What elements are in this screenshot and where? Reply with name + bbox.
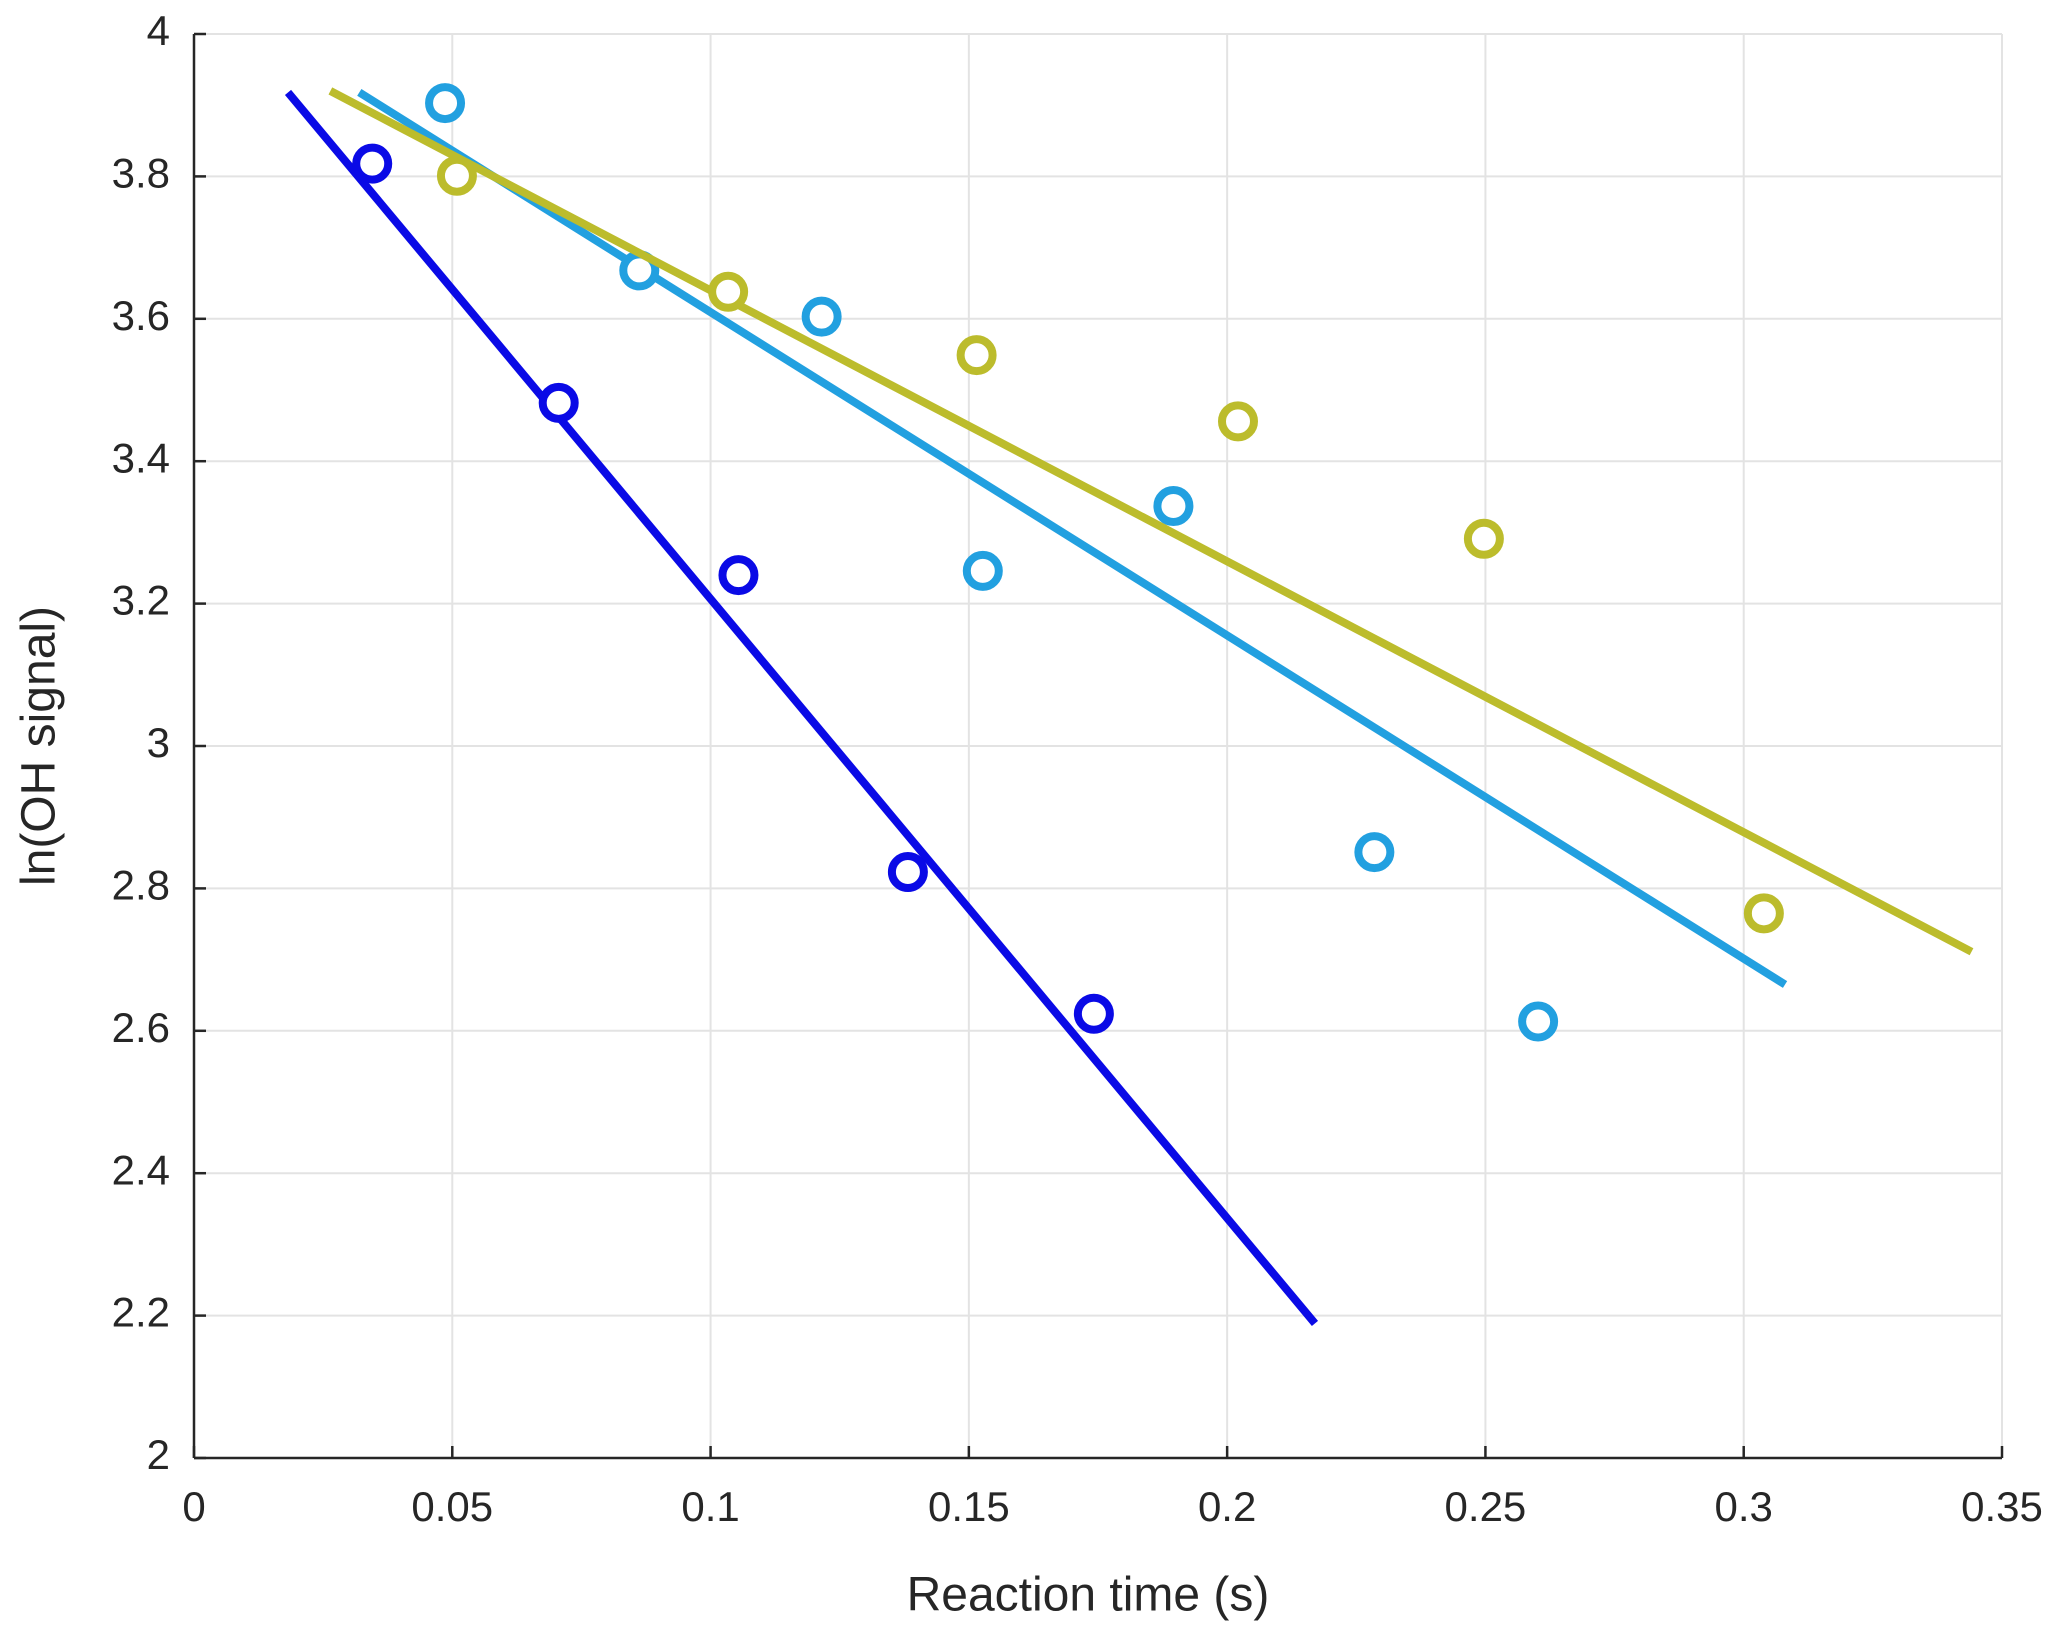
- y-tick-label: 2.2: [112, 1289, 170, 1336]
- y-axis-label: ln(OH signal): [13, 606, 66, 886]
- fit-line: [328, 87, 1974, 956]
- data-point: [1153, 486, 1194, 527]
- y-tick-label: 2: [147, 1431, 170, 1478]
- fit-line: [284, 89, 1319, 1326]
- x-tick-label: 0.05: [411, 1483, 493, 1530]
- data-point: [801, 296, 842, 337]
- data-point: [436, 155, 477, 196]
- data-point: [1518, 1001, 1559, 1042]
- y-tick-label: 3.6: [112, 292, 170, 339]
- y-tick-label: 2.8: [112, 861, 170, 908]
- x-tick-label: 0.15: [928, 1483, 1010, 1530]
- data-point: [956, 335, 997, 376]
- data-point: [962, 550, 1003, 591]
- x-tick-label: 0.1: [681, 1483, 739, 1530]
- data-point: [718, 555, 759, 596]
- y-tick-label: 3.2: [112, 577, 170, 624]
- data-point: [1354, 832, 1395, 873]
- x-tick-label: 0.25: [1445, 1483, 1527, 1530]
- x-tick-label: 0.2: [1198, 1483, 1256, 1530]
- y-tick-label: 4: [147, 7, 170, 54]
- y-tick-label: 2.4: [112, 1146, 170, 1193]
- x-tick-label: 0.35: [1961, 1483, 2043, 1530]
- data-point: [352, 143, 393, 184]
- y-tick-label: 2.6: [112, 1004, 170, 1051]
- data-point: [1463, 518, 1504, 559]
- data-point: [1743, 893, 1784, 934]
- data-point: [425, 83, 466, 124]
- fit-line: [357, 88, 1788, 988]
- x-tick-label: 0.3: [1715, 1483, 1773, 1530]
- y-tick-label: 3.4: [112, 434, 170, 481]
- y-tick-label: 3: [147, 719, 170, 766]
- data-point: [887, 852, 928, 893]
- data-point: [538, 382, 579, 423]
- x-tick-label: 0: [182, 1483, 205, 1530]
- data-point: [1217, 401, 1258, 442]
- data-point: [708, 271, 749, 312]
- y-tick-label: 3.8: [112, 149, 170, 196]
- x-axis-label: Reaction time (s): [907, 1569, 1270, 1622]
- data-point: [1073, 993, 1114, 1034]
